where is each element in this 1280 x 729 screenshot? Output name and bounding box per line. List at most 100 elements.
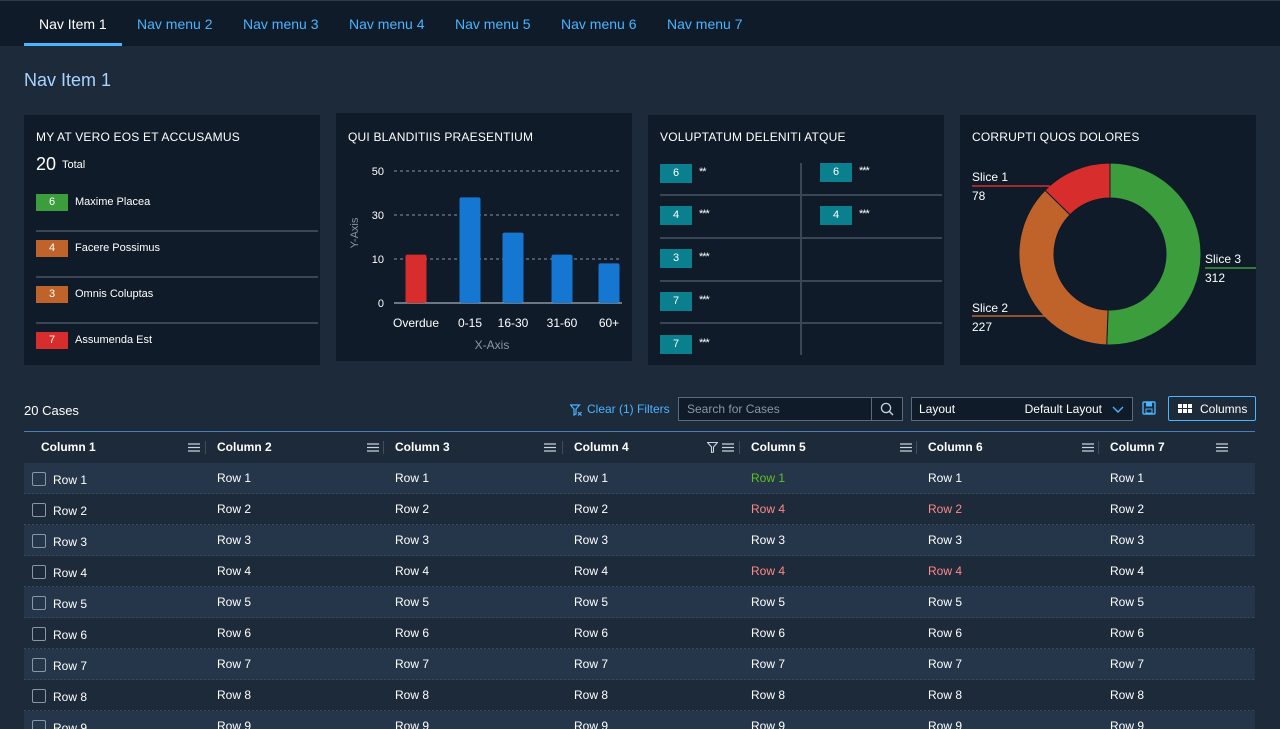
- legend-row[interactable]: 6 Maxime Placea: [36, 194, 318, 240]
- table-cell: Row 5: [751, 595, 786, 609]
- nav-menu-5[interactable]: Nav menu 5: [455, 16, 531, 32]
- column-header[interactable]: Column 6: [24, 432, 1255, 463]
- donut-slice[interactable]: [1044, 162, 1111, 216]
- donut-slice[interactable]: [1018, 189, 1109, 346]
- table-cell: Row 1: [53, 473, 88, 487]
- table-row[interactable]: Row 3 Row 3 Row 3 Row 3 Row 3 Row 3 Row 3: [24, 525, 1255, 556]
- table-row[interactable]: Row 1 Row 1 Row 1 Row 1 Row 1 Row 1 Row 1: [24, 463, 1255, 494]
- clear-filters-button[interactable]: Clear (1) Filters: [570, 402, 670, 416]
- table-cell: Row 6: [1110, 626, 1145, 640]
- row-checkbox[interactable]: [32, 596, 46, 610]
- table-row[interactable]: Row 4 Row 4 Row 4 Row 4 Row 4 Row 4 Row 4: [24, 556, 1255, 587]
- nav-menu-6[interactable]: Nav menu 6: [561, 16, 637, 32]
- column-menu-icon[interactable]: [544, 443, 556, 452]
- row-checkbox[interactable]: [32, 472, 46, 486]
- row-checkbox[interactable]: [32, 689, 46, 703]
- column-menu-icon[interactable]: [367, 443, 379, 452]
- save-icon[interactable]: [1142, 401, 1156, 415]
- table-cell: Row 3: [1110, 533, 1145, 547]
- table-cell: Row 6: [53, 628, 88, 642]
- nav-menu-2[interactable]: Nav menu 2: [137, 16, 213, 32]
- table-row[interactable]: Row 6 Row 6 Row 6 Row 6 Row 6 Row 6 Row 6: [24, 618, 1255, 649]
- table-row[interactable]: Row 7 Row 7 Row 7 Row 7 Row 7 Row 7 Row 7: [24, 649, 1255, 680]
- table-cell: Row 3: [928, 533, 963, 547]
- table-cell: Row 7: [751, 657, 786, 671]
- table-cell: Row 7: [217, 657, 252, 671]
- search-input[interactable]: [679, 398, 872, 420]
- legend-label: Assumenda Est: [75, 334, 153, 346]
- summary-card: MY AT VERO EOS ET ACCUSAMUS 20 Total 6 M…: [24, 115, 320, 365]
- slice-value: 78: [972, 189, 986, 203]
- table-cell: Row 5: [395, 595, 430, 609]
- tile-count[interactable]: 7: [660, 292, 692, 311]
- table-cell: Row 8: [574, 688, 609, 702]
- search-button[interactable]: [871, 398, 902, 420]
- row-checkbox[interactable]: [32, 658, 46, 672]
- bar[interactable]: [405, 254, 427, 303]
- tile-count[interactable]: 7: [660, 335, 692, 354]
- column-header[interactable]: Column 7: [24, 432, 1255, 463]
- column-header[interactable]: Column 4: [24, 432, 1255, 463]
- table-row[interactable]: Row 2 Row 2 Row 2 Row 2 Row 4 Row 2 Row 2: [24, 494, 1255, 525]
- column-header-label: Column 5: [751, 440, 806, 454]
- divider: [36, 230, 318, 232]
- row-checkbox[interactable]: [32, 534, 46, 548]
- row-checkbox[interactable]: [32, 720, 46, 729]
- tile-count[interactable]: 6: [820, 163, 852, 182]
- table-cell: Row 1: [1110, 471, 1145, 485]
- tile-count[interactable]: 4: [660, 206, 692, 225]
- column-menu-icon[interactable]: [1082, 443, 1094, 452]
- tile-count[interactable]: 4: [820, 206, 852, 225]
- column-header[interactable]: Column 1: [24, 432, 1255, 463]
- legend-row[interactable]: 7 Assumenda Est: [36, 332, 318, 378]
- table-cell: Row 4: [1110, 564, 1145, 578]
- legend-row[interactable]: 4 Facere Possimus: [36, 240, 318, 286]
- filter-icon[interactable]: [707, 442, 718, 453]
- column-menu-icon[interactable]: [900, 443, 912, 452]
- bar[interactable]: [598, 263, 620, 303]
- row-checkbox[interactable]: [32, 627, 46, 641]
- table-cell: Row 9: [217, 719, 252, 729]
- table-cell: Row 5: [1110, 595, 1145, 609]
- tile-count[interactable]: 3: [660, 249, 692, 268]
- table-cell: Row 1: [574, 471, 609, 485]
- table-row[interactable]: Row 5 Row 5 Row 5 Row 5 Row 5 Row 5 Row 5: [24, 587, 1255, 618]
- column-menu-icon[interactable]: [188, 443, 200, 452]
- table-row[interactable]: Row 9 Row 9 Row 9 Row 9 Row 9 Row 9 Row 9: [24, 711, 1255, 729]
- table-cell: Row 7: [928, 657, 963, 671]
- table-row[interactable]: Row 8 Row 8 Row 8 Row 8 Row 8 Row 8 Row 8: [24, 680, 1255, 711]
- nav-menu-7[interactable]: Nav menu 7: [667, 16, 743, 32]
- tile-count[interactable]: 6: [660, 164, 692, 183]
- column-header-label: Column 3: [395, 440, 450, 454]
- layout-select[interactable]: Layout Default Layout: [911, 397, 1133, 421]
- column-menu-icon[interactable]: [722, 443, 734, 452]
- row-checkbox[interactable]: [32, 565, 46, 579]
- table-cell: Row 6: [217, 626, 252, 640]
- x-tick-label: 60+: [599, 316, 619, 330]
- divider: [660, 322, 800, 324]
- search-icon: [880, 402, 894, 416]
- table-cell: Row 2: [217, 502, 252, 516]
- donut-slice[interactable]: [1106, 162, 1202, 346]
- bar[interactable]: [502, 232, 524, 303]
- nav-menu-4[interactable]: Nav menu 4: [349, 16, 425, 32]
- nav-menu-3[interactable]: Nav menu 3: [243, 16, 319, 32]
- columns-button[interactable]: Columns: [1168, 396, 1256, 421]
- bar[interactable]: [551, 254, 573, 303]
- table-cell: Row 7: [53, 659, 88, 673]
- chevron-down-icon: [1112, 406, 1124, 413]
- column-header[interactable]: Column 3: [24, 432, 1255, 463]
- column-header[interactable]: Column 5: [24, 432, 1255, 463]
- row-checkbox[interactable]: [32, 503, 46, 517]
- bar[interactable]: [459, 197, 481, 303]
- column-header[interactable]: Column 2: [24, 432, 1255, 463]
- legend-row[interactable]: 3 Omnis Coluptas: [36, 286, 318, 332]
- column-header-label: Column 4: [574, 440, 629, 454]
- legend-label: Facere Possimus: [75, 242, 160, 254]
- table-cell: Row 6: [395, 626, 430, 640]
- tile-rating: ***: [699, 337, 710, 349]
- divider: [800, 163, 802, 355]
- column-menu-icon[interactable]: [1216, 443, 1228, 452]
- table-cell: Row 2: [1110, 502, 1145, 516]
- nav-item-1[interactable]: Nav Item 1: [24, 1, 122, 46]
